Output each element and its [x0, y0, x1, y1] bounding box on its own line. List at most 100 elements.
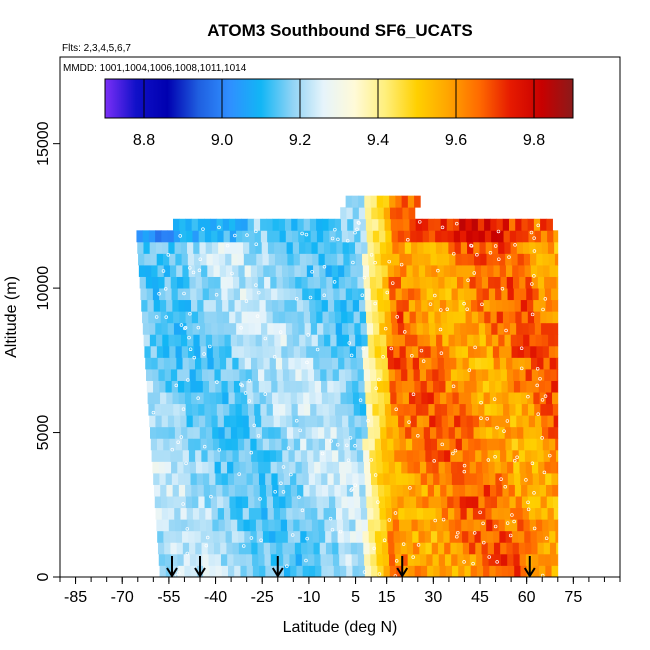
heatmap-cell	[191, 311, 199, 324]
heatmap-cell	[541, 334, 549, 347]
heatmap-cell	[180, 241, 188, 254]
heatmap-cell	[396, 392, 404, 405]
heatmap-cell	[191, 218, 199, 231]
heatmap-cell	[180, 415, 187, 428]
heatmap-cell	[391, 415, 399, 428]
heatmap-cell	[189, 461, 197, 474]
sample-marker	[433, 293, 437, 298]
heatmap-cell	[351, 553, 359, 566]
heatmap-cell	[228, 299, 235, 312]
sample-marker	[279, 481, 283, 485]
heatmap-cell	[321, 392, 329, 405]
heatmap-cell	[362, 345, 369, 358]
heatmap-cell	[275, 438, 282, 451]
heatmap-cell	[460, 334, 468, 347]
heatmap-cell	[287, 253, 295, 266]
heatmap-cell	[287, 519, 294, 532]
heatmap-cell	[215, 380, 222, 393]
heatmap-cell	[538, 553, 545, 566]
heatmap-cell	[247, 403, 255, 416]
heatmap-cell	[321, 473, 328, 485]
heatmap-cell	[465, 218, 473, 231]
heatmap-cell	[400, 276, 408, 289]
heatmap-cell	[469, 542, 476, 555]
heatmap-cell	[515, 218, 522, 231]
sample-marker	[399, 262, 404, 267]
heatmap-cell	[283, 380, 291, 393]
heatmap-cell	[218, 241, 225, 254]
heatmap-cell	[509, 230, 517, 243]
heatmap-cell	[516, 241, 524, 254]
sample-marker	[348, 436, 353, 440]
heatmap-cell	[152, 288, 160, 301]
heatmap-cell	[225, 265, 233, 277]
heatmap-cell	[557, 473, 559, 485]
heatmap-cell	[176, 357, 183, 370]
heatmap-cell	[525, 369, 533, 381]
heatmap-cell	[314, 553, 321, 566]
heatmap-cell	[365, 218, 373, 231]
heatmap-cell	[440, 218, 448, 231]
heatmap-cell	[460, 322, 467, 335]
heatmap-cell	[296, 473, 303, 485]
heatmap-cell	[245, 542, 252, 555]
heatmap-cell	[301, 369, 309, 381]
heatmap-cell	[271, 473, 279, 485]
heatmap-cell	[371, 299, 379, 312]
heatmap-cell	[512, 449, 520, 462]
heatmap-cell	[286, 415, 293, 428]
heatmap-cell	[533, 484, 541, 497]
heatmap-cell	[463, 276, 470, 289]
heatmap-cell	[477, 484, 485, 497]
heatmap-cell	[278, 299, 285, 312]
heatmap-cell	[317, 241, 325, 254]
heatmap-cell	[390, 311, 398, 324]
heatmap-cell	[288, 265, 295, 277]
heatmap-cell	[353, 218, 361, 231]
x-tick-label: 5	[351, 589, 360, 606]
heatmap-cell	[286, 507, 293, 520]
heatmap-cell	[382, 553, 390, 566]
sample-marker	[176, 571, 181, 575]
heatmap-cell	[419, 449, 426, 462]
heatmap-cell	[545, 380, 552, 393]
heatmap-cell	[317, 322, 324, 335]
heatmap-cell	[231, 253, 239, 266]
heatmap-cell	[458, 484, 466, 497]
heatmap-cell	[385, 322, 393, 335]
heatmap-cell	[273, 415, 281, 428]
heatmap-cell	[539, 565, 546, 577]
heatmap-cell	[489, 473, 496, 485]
sample-marker	[441, 517, 446, 522]
sample-marker	[257, 290, 261, 295]
heatmap-cell	[500, 276, 508, 289]
heatmap-cell	[527, 311, 535, 324]
heatmap-cell	[182, 530, 189, 543]
heatmap-cell	[441, 230, 448, 243]
heatmap-cell	[469, 369, 477, 381]
heatmap-cell	[225, 345, 232, 358]
heatmap-cell	[167, 230, 175, 243]
heatmap-cell	[362, 530, 370, 543]
heatmap-cell	[167, 322, 175, 335]
sample-marker	[345, 238, 350, 243]
sample-marker	[252, 423, 257, 428]
heatmap-cell	[388, 461, 396, 474]
heatmap-cell	[204, 230, 212, 243]
heatmap-cell	[496, 311, 504, 324]
heatmap-cell	[370, 473, 378, 485]
heatmap-cell	[219, 265, 227, 277]
sample-marker	[540, 398, 545, 402]
heatmap-cell	[355, 253, 363, 266]
heatmap-cell	[553, 322, 559, 335]
heatmap-cell	[455, 253, 463, 266]
heatmap-cell	[257, 276, 265, 289]
sample-marker	[373, 473, 378, 477]
heatmap-cell	[165, 288, 172, 301]
heatmap-cell	[485, 426, 493, 439]
heatmap-cell	[383, 299, 391, 312]
heatmap-cell	[205, 426, 213, 439]
heatmap-cell	[476, 473, 484, 485]
sample-marker	[281, 465, 286, 469]
heatmap-cell	[289, 369, 296, 381]
